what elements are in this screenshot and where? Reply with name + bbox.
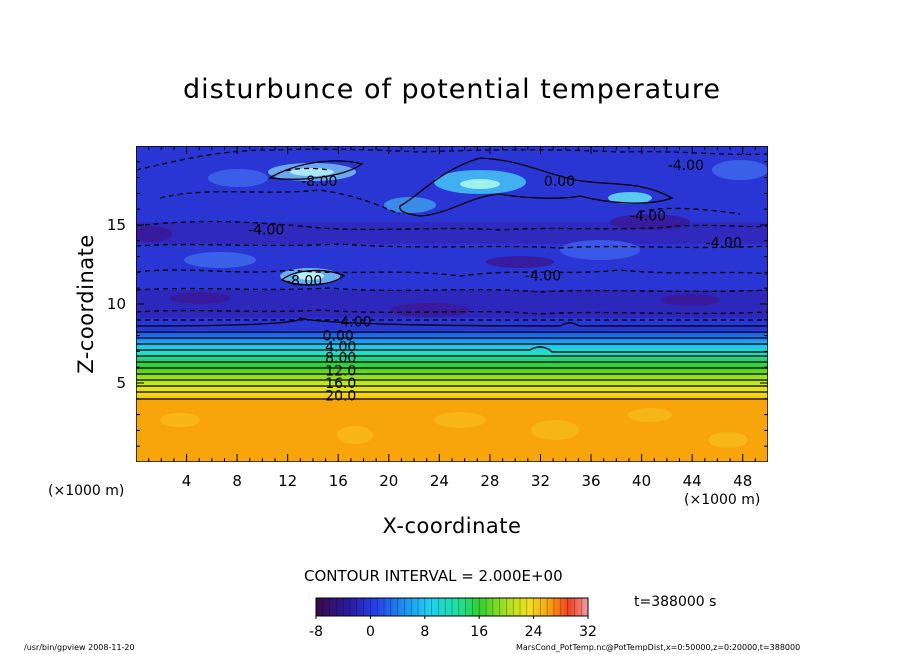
y-tick-label: 10 bbox=[107, 295, 126, 313]
colorbar-tick-label: 16 bbox=[470, 624, 488, 640]
footer-left: /usr/bin/gpview 2008-11-20 bbox=[24, 643, 135, 652]
colorbar-tick-label: 8 bbox=[420, 624, 429, 640]
x-tick-label: 36 bbox=[581, 472, 600, 490]
colorbar-frame bbox=[315, 597, 589, 617]
contour-label: -4.00 bbox=[706, 235, 742, 251]
x-tick-label: 4 bbox=[182, 472, 192, 490]
contour-label: -8.00 bbox=[286, 273, 322, 289]
contour-label: 8.00 bbox=[325, 351, 356, 367]
light-cells bbox=[184, 160, 768, 284]
contour-label: -4.00 bbox=[630, 209, 666, 225]
contour-label: 4.00 bbox=[325, 340, 356, 356]
contour-label: -4.00 bbox=[668, 158, 704, 174]
contour-labels: 0.00-4.00-8.00-4.00-4.00-4.00-8.00 -4.00-… bbox=[248, 158, 742, 405]
colorbar-tick-label: -8 bbox=[309, 624, 323, 640]
x-tick-label: 44 bbox=[683, 472, 702, 490]
colorbar-tick-label: 0 bbox=[366, 624, 375, 640]
x-tick-label: 48 bbox=[733, 472, 752, 490]
x-tick-label: 24 bbox=[430, 472, 449, 490]
x-tick-label: 32 bbox=[531, 472, 550, 490]
dashed-contours bbox=[136, 148, 768, 321]
x-tick-label: 12 bbox=[278, 472, 297, 490]
colorbar: -8 0 8 16 24 32 bbox=[309, 597, 597, 640]
contour-label: 12.0 bbox=[325, 363, 356, 379]
footer-right: MarsCond_PotTemp.nc@PotTempDist,x=0:5000… bbox=[516, 643, 801, 652]
solid-contours bbox=[136, 157, 768, 400]
warm-layer-blobs bbox=[160, 408, 748, 448]
chart-title: disturbunce of potential temperature bbox=[183, 74, 721, 105]
y-axis-label: Z-coordinate bbox=[74, 234, 98, 374]
contour-label: 0.00 bbox=[323, 329, 354, 345]
x-axis-label: X-coordinate bbox=[382, 514, 522, 538]
contour-label: -4.00 bbox=[248, 223, 284, 239]
contour-label: -4.00 bbox=[525, 269, 561, 285]
contour-label: 20.0 bbox=[325, 389, 356, 405]
contour-label: 16.0 bbox=[325, 376, 356, 392]
heatmap-field bbox=[136, 146, 768, 462]
x-tick-label: 16 bbox=[329, 472, 348, 490]
x-axis: 4 8 12 16 20 24 28 32 36 40 44 48 bbox=[148, 146, 756, 490]
dark-cells bbox=[136, 214, 720, 317]
cold-band bbox=[136, 222, 768, 244]
x-unit-label-left: (×1000 m) bbox=[48, 483, 125, 499]
x-tick-label: 28 bbox=[480, 472, 499, 490]
x-tick-label: 8 bbox=[232, 472, 242, 490]
x-tick-label: 20 bbox=[379, 472, 398, 490]
stratified-layer bbox=[136, 330, 768, 399]
contour-label: 0.00 bbox=[544, 174, 575, 190]
contour-label: -8.00 bbox=[301, 174, 337, 190]
contour-interval-text: CONTOUR INTERVAL = 2.000E+00 bbox=[304, 567, 563, 585]
colorbar-tick-label: 32 bbox=[579, 624, 597, 640]
colorbar-tick-label: 24 bbox=[525, 624, 543, 640]
x-tick-label: 40 bbox=[632, 472, 651, 490]
x-unit-label-right: (×1000 m) bbox=[684, 492, 761, 508]
y-axis: 5 10 15 bbox=[107, 161, 768, 447]
warm-layer bbox=[136, 399, 768, 462]
y-tick-label: 5 bbox=[116, 374, 126, 392]
contour-label: -4.00 bbox=[335, 314, 371, 330]
time-label: t=388000 s bbox=[634, 594, 717, 610]
y-tick-label: 15 bbox=[107, 216, 126, 234]
colorbar-gradient bbox=[316, 598, 588, 616]
